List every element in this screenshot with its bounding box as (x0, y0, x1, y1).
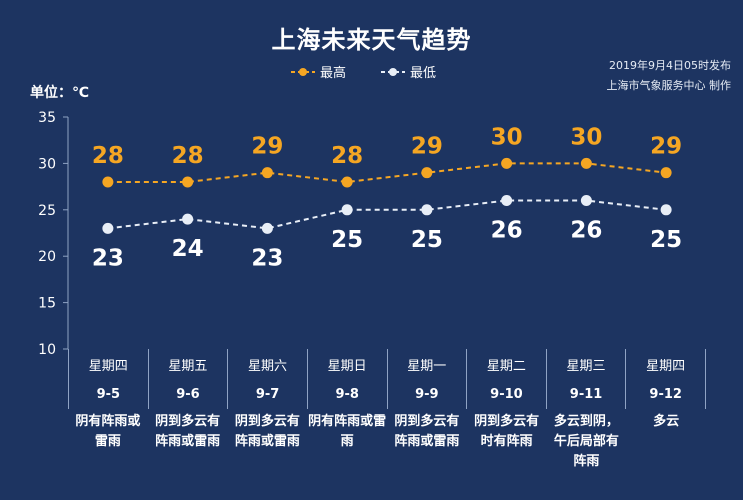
date-label: 9-8 (306, 379, 387, 409)
high-data-label: 30 (570, 124, 602, 150)
weather-description: 阴有阵雨或雷雨 (68, 412, 148, 472)
high-point (660, 167, 672, 179)
y-tick-label: 30 (38, 156, 56, 172)
date-label: 9-10 (466, 379, 547, 409)
high-point (102, 176, 114, 188)
publish-time: 2019年9月4日05时发布 (609, 59, 731, 72)
weather-description: 多云到阴， 午后局部有阵雨 (547, 412, 627, 472)
weekday-row: 星期四 星期五 星期六 星期日 星期一 星期二 星期三 星期四 (68, 349, 706, 379)
y-tick-label: 15 (38, 296, 56, 312)
weather-description-line: 午后局部有 (553, 434, 619, 449)
weather-description-line: 阴有阵雨或雷 (308, 414, 387, 429)
weather-description-line: 多云到阴， (553, 414, 619, 429)
weather-description: 阴有阵雨或雷雨 (307, 412, 387, 472)
unit-label: 单位：℃ (30, 85, 89, 101)
legend-item-high: 最高 (290, 62, 346, 81)
legend-low-label: 最低 (410, 66, 437, 81)
high-data-label: 28 (172, 143, 204, 169)
weather-description: 阴到多云有阵雨或雷雨 (387, 412, 467, 472)
weather-description-line: 阴有阵雨或 (75, 414, 141, 429)
low-point (421, 204, 433, 216)
low-point (261, 222, 273, 234)
date-label: 9-11 (545, 379, 626, 409)
y-tick-label: 20 (38, 249, 56, 265)
high-point (421, 167, 433, 179)
low-data-label: 23 (251, 245, 283, 271)
weather-description-line: 阵雨或雷雨 (234, 434, 300, 449)
weekday-label: 星期五 (147, 349, 228, 379)
weather-description-line: 时有阵雨 (480, 434, 533, 449)
low-data-label: 26 (570, 218, 602, 244)
y-tick-label: 35 (38, 110, 56, 126)
weather-description-line: 阵雨 (573, 454, 600, 469)
low-point (580, 195, 592, 207)
weekday-label: 星期二 (466, 349, 547, 379)
date-label: 9-6 (147, 379, 228, 409)
low-data-label: 25 (411, 227, 443, 253)
weather-description-line: 阵雨或雷雨 (155, 434, 221, 449)
y-tick-label: 25 (38, 203, 56, 219)
weekday-label: 星期三 (545, 349, 626, 379)
chart-title: 上海未来天气趋势 (271, 26, 472, 54)
legend-high-label: 最高 (320, 66, 347, 81)
low-point (182, 213, 194, 225)
date-label: 9-12 (625, 379, 706, 409)
weather-description-line: 阴到多云有 (155, 414, 221, 429)
weather-description: 多云 (626, 412, 706, 472)
weekday-label: 星期日 (306, 349, 387, 379)
date-label: 9-5 (68, 379, 149, 409)
weather-description-line: 阴到多云有 (474, 414, 540, 429)
y-tick-label: 10 (38, 342, 56, 358)
date-row: 9-5 9-6 9-7 9-8 9-9 9-10 9-11 9-12 (68, 379, 706, 409)
low-data-label: 25 (650, 227, 682, 253)
weather-description: 阴到多云有阵雨或雷雨 (148, 412, 228, 472)
weather-description: 阴到多云有 时有阵雨 (467, 412, 547, 472)
weather-description-line: 雷雨 (94, 434, 121, 449)
low-point (501, 195, 513, 207)
high-data-label: 29 (251, 134, 283, 160)
low-data-label: 25 (331, 227, 363, 253)
high-point (580, 157, 592, 169)
high-data-label: 28 (331, 143, 363, 169)
legend-high-marker (291, 67, 315, 76)
weather-description-line: 雨 (340, 434, 354, 449)
low-series-line (107, 199, 667, 230)
date-label: 9-9 (386, 379, 467, 409)
date-label: 9-7 (227, 379, 308, 409)
publisher: 上海市气象服务中心 制作 (606, 79, 732, 92)
weekday-label: 星期四 (625, 349, 706, 379)
low-point (341, 204, 353, 216)
high-data-label: 28 (92, 143, 124, 169)
high-data-label: 30 (491, 124, 523, 150)
low-data-label: 23 (92, 245, 124, 271)
low-data-label: 26 (491, 218, 523, 244)
weather-description-line: 阴到多云有 (234, 414, 300, 429)
high-data-label: 29 (411, 134, 443, 160)
legend-low-marker (381, 67, 406, 76)
low-data-label: 24 (172, 236, 204, 262)
x-axis-table: 星期四 星期五 星期六 星期日 星期一 星期二 星期三 星期四 9-5 9-6 9-7 9-8 9-9… (68, 349, 706, 409)
high-point (341, 176, 353, 188)
high-point (501, 157, 513, 169)
weather-description: 阴到多云有阵雨或雷雨 (228, 412, 308, 472)
weekday-label: 星期四 (68, 349, 149, 379)
high-point (182, 176, 194, 188)
legend: 最高 最低 (290, 62, 436, 81)
weather-description-line: 阴到多云有 (394, 414, 460, 429)
high-series-line (107, 162, 667, 183)
weather-descriptions: 阴有阵雨或 雷雨 阴到多云有 阵雨或雷雨 阴到多云有 阵雨或雷雨 阴有阵雨或雷雨阴到多云有阵… (68, 412, 706, 472)
high-point (261, 167, 273, 179)
low-point (660, 204, 672, 216)
high-data-label: 29 (650, 134, 682, 160)
weekday-label: 星期六 (227, 349, 308, 379)
low-point (102, 222, 114, 234)
legend-item-low: 最低 (380, 62, 436, 81)
weather-description-line: 阵雨或雷雨 (394, 434, 460, 449)
publish-info: 2019年9月4日05时发布 上海市气象服务中心 制作 (607, 56, 732, 96)
weather-description-line: 多云 (653, 414, 680, 429)
weekday-label: 星期一 (386, 349, 467, 379)
